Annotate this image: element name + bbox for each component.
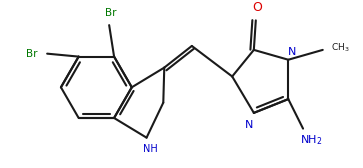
Text: CH$_3$: CH$_3$ xyxy=(331,42,349,54)
Text: NH$_2$: NH$_2$ xyxy=(299,134,322,147)
Text: Br: Br xyxy=(26,49,37,59)
Text: N: N xyxy=(245,120,253,130)
Text: N: N xyxy=(288,47,297,57)
Text: NH: NH xyxy=(143,144,158,154)
Text: Br: Br xyxy=(105,8,117,18)
Text: O: O xyxy=(252,1,262,14)
